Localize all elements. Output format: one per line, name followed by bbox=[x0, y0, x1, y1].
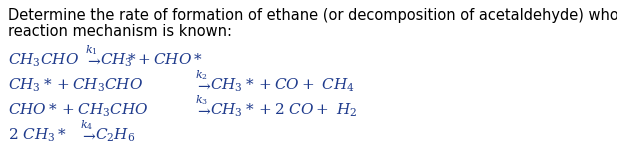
Text: $\mathit{\rightarrow}$: $\mathit{\rightarrow}$ bbox=[195, 103, 212, 118]
Text: $\mathit{CH_3 * + CO + \ CH_4}$: $\mathit{CH_3 * + CO + \ CH_4}$ bbox=[210, 76, 355, 94]
Text: $\mathit{CH_3 * + CH_3CHO}$: $\mathit{CH_3 * + CH_3CHO}$ bbox=[8, 76, 143, 94]
Text: $\mathit{\rightarrow}$: $\mathit{\rightarrow}$ bbox=[85, 52, 102, 68]
Text: $k_4$: $k_4$ bbox=[80, 118, 93, 132]
Text: $\mathit{\rightarrow}$: $\mathit{\rightarrow}$ bbox=[195, 77, 212, 93]
Text: $\mathit{* + CHO *}$: $\mathit{* + CHO *}$ bbox=[127, 52, 203, 68]
Text: $\mathit{CHO * + CH_3CHO}$: $\mathit{CHO * + CH_3CHO}$ bbox=[8, 101, 149, 119]
Text: $k_2$: $k_2$ bbox=[195, 68, 208, 82]
Text: $k_3$: $k_3$ bbox=[195, 93, 208, 107]
Text: $\mathit{CH_3}$: $\mathit{CH_3}$ bbox=[100, 51, 133, 69]
Text: $k_1$: $k_1$ bbox=[85, 43, 97, 57]
Text: $\mathit{CH_3 * + 2\ CO + \ H_2}$: $\mathit{CH_3 * + 2\ CO + \ H_2}$ bbox=[210, 101, 357, 119]
Text: reaction mechanism is known:: reaction mechanism is known: bbox=[8, 24, 232, 39]
Text: $\mathit{CH_3CHO}$: $\mathit{CH_3CHO}$ bbox=[8, 51, 79, 69]
Text: $\mathit{\rightarrow}$: $\mathit{\rightarrow}$ bbox=[80, 128, 97, 142]
Text: $\mathit{C_2H_6}$: $\mathit{C_2H_6}$ bbox=[95, 126, 135, 144]
Text: Determine the rate of formation of ethane (or decomposition of acetaldehyde) who: Determine the rate of formation of ethan… bbox=[8, 8, 617, 23]
Text: $\mathit{2\ CH_3 *}$: $\mathit{2\ CH_3 *}$ bbox=[8, 126, 67, 144]
